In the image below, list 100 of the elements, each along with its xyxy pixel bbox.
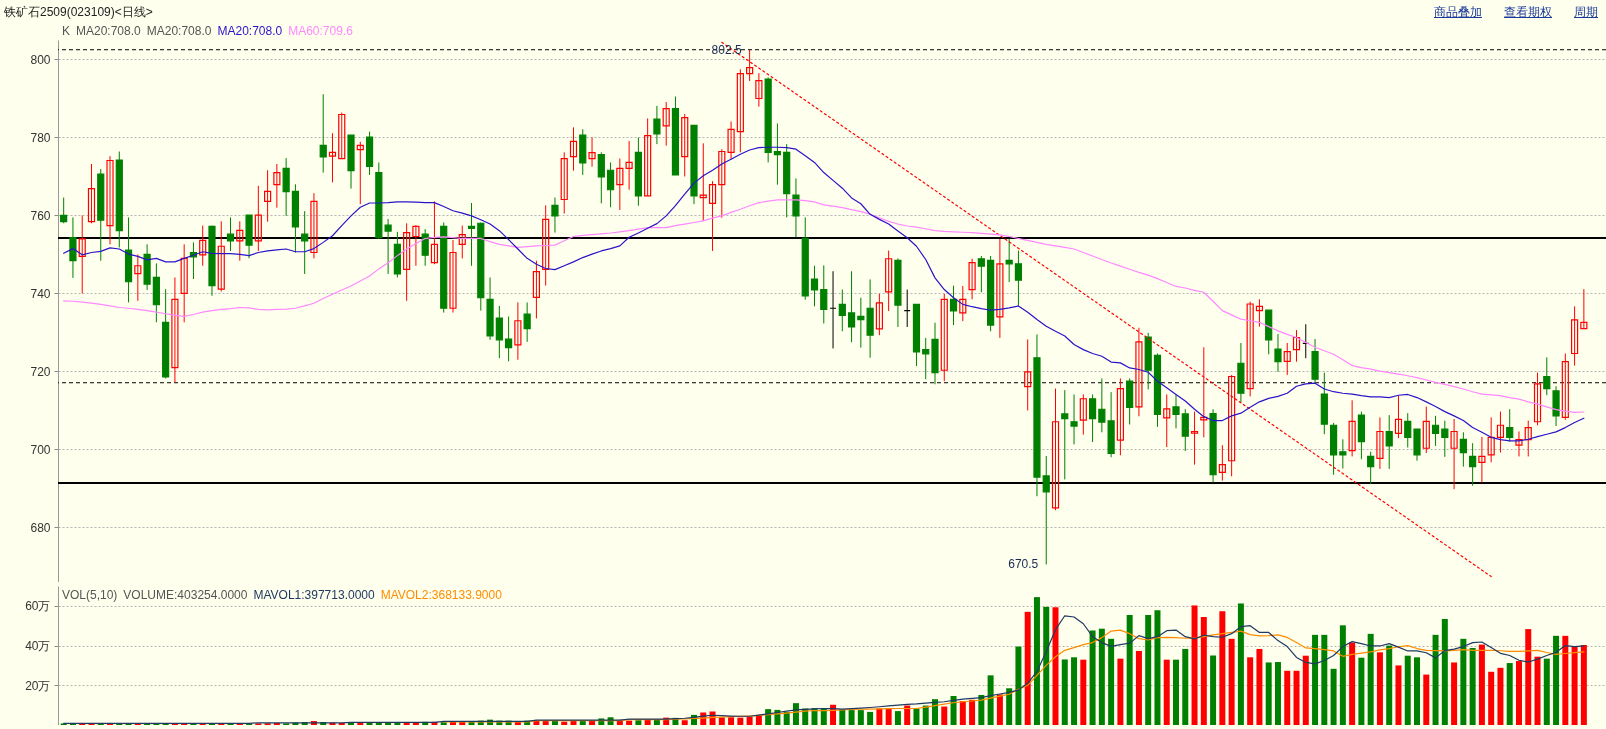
text: 商品叠加 bbox=[1434, 4, 1482, 21]
y-tick-label: 700 bbox=[30, 442, 51, 457]
candlestick bbox=[838, 289, 846, 332]
candlestick bbox=[1079, 393, 1087, 436]
candlestick bbox=[458, 225, 466, 259]
candlestick bbox=[644, 117, 652, 197]
candlestick bbox=[569, 126, 578, 172]
candlestick bbox=[505, 315, 513, 362]
bar bbox=[987, 675, 994, 725]
candlestick bbox=[1348, 399, 1356, 457]
bar bbox=[728, 717, 735, 725]
bar bbox=[1312, 634, 1319, 725]
bar bbox=[1330, 668, 1337, 725]
bar bbox=[1376, 652, 1383, 725]
candlestick bbox=[792, 177, 800, 238]
candlestick bbox=[1524, 420, 1532, 457]
candlestick bbox=[430, 200, 439, 265]
bar bbox=[626, 720, 633, 725]
bar bbox=[1024, 611, 1031, 725]
candlestick bbox=[681, 113, 689, 177]
candlestick bbox=[746, 49, 754, 82]
candlestick bbox=[69, 216, 77, 279]
bar bbox=[1219, 611, 1226, 725]
bar bbox=[746, 716, 753, 725]
bar bbox=[1488, 671, 1495, 725]
candlestick bbox=[449, 239, 457, 314]
candlestick bbox=[356, 141, 364, 205]
candlestick bbox=[718, 148, 726, 219]
candlestick bbox=[847, 270, 856, 343]
bar bbox=[1423, 674, 1430, 725]
bar bbox=[1237, 603, 1244, 725]
bar bbox=[1135, 650, 1142, 725]
candlestick bbox=[1571, 305, 1579, 367]
candlestick bbox=[1496, 411, 1505, 454]
candlestick bbox=[1478, 436, 1486, 484]
candlestick bbox=[87, 163, 96, 224]
candlestick bbox=[773, 122, 782, 186]
y-tick-label: 60万 bbox=[25, 599, 51, 614]
bar bbox=[1228, 638, 1235, 725]
annotation: 670.5 bbox=[1008, 557, 1039, 572]
bar bbox=[1173, 659, 1180, 725]
bar bbox=[932, 699, 938, 725]
candlestick bbox=[653, 105, 661, 145]
candlestick bbox=[996, 238, 1004, 339]
y-tick-label: 780 bbox=[30, 130, 51, 145]
candlestick bbox=[310, 192, 318, 259]
bar bbox=[1033, 597, 1040, 725]
candlestick bbox=[532, 260, 541, 319]
candlestick bbox=[1172, 393, 1180, 429]
y-tick-label: 20万 bbox=[25, 678, 51, 693]
text: MA60:709.6 bbox=[288, 24, 353, 38]
bar bbox=[681, 720, 688, 725]
candlestick bbox=[949, 285, 958, 326]
bar bbox=[1478, 644, 1485, 725]
candlestick bbox=[273, 163, 281, 209]
text: 周期 bbox=[1574, 4, 1598, 21]
bar bbox=[561, 721, 568, 725]
bar bbox=[969, 699, 976, 725]
bar bbox=[1210, 655, 1217, 725]
candlestick bbox=[1515, 430, 1523, 457]
candlestick bbox=[467, 202, 476, 267]
candlestick bbox=[1181, 408, 1189, 452]
annotation: 802.5 bbox=[711, 42, 742, 57]
candlestick bbox=[662, 101, 670, 147]
text: K bbox=[62, 24, 71, 38]
candlestick bbox=[1255, 298, 1264, 328]
bar bbox=[978, 695, 985, 725]
candlestick bbox=[338, 112, 346, 160]
candlestick bbox=[1283, 342, 1291, 376]
text: MA20:708.0 bbox=[146, 24, 212, 38]
candlestick bbox=[1190, 411, 1199, 466]
candlestick bbox=[1367, 451, 1375, 485]
candlestick bbox=[134, 253, 142, 302]
candlestick bbox=[328, 132, 337, 183]
text: 铁矿石2509(023109)<日线> bbox=[4, 4, 153, 21]
candlestick bbox=[254, 185, 262, 252]
bar bbox=[449, 721, 456, 725]
bar bbox=[1071, 657, 1078, 725]
candlestick bbox=[616, 158, 624, 211]
text: MAVOL1:397713.0000 bbox=[253, 588, 375, 602]
candlestick bbox=[977, 255, 985, 293]
candlestick bbox=[810, 265, 819, 307]
candlestick bbox=[1459, 431, 1467, 468]
candlestick bbox=[885, 250, 893, 312]
bar bbox=[1126, 614, 1133, 725]
bar bbox=[1265, 662, 1272, 725]
bar bbox=[1441, 618, 1448, 725]
bar bbox=[904, 705, 911, 725]
candlestick bbox=[708, 180, 717, 252]
candlestick bbox=[264, 169, 272, 223]
candlestick bbox=[1561, 353, 1569, 421]
bar bbox=[1117, 658, 1124, 725]
candlestick bbox=[1218, 444, 1226, 482]
candlestick bbox=[959, 285, 967, 322]
candlestick bbox=[736, 68, 744, 153]
bar bbox=[922, 705, 929, 725]
candlestick bbox=[1246, 301, 1254, 397]
bar bbox=[1006, 688, 1013, 725]
candlestick bbox=[1116, 377, 1124, 456]
candlestick bbox=[727, 120, 735, 160]
